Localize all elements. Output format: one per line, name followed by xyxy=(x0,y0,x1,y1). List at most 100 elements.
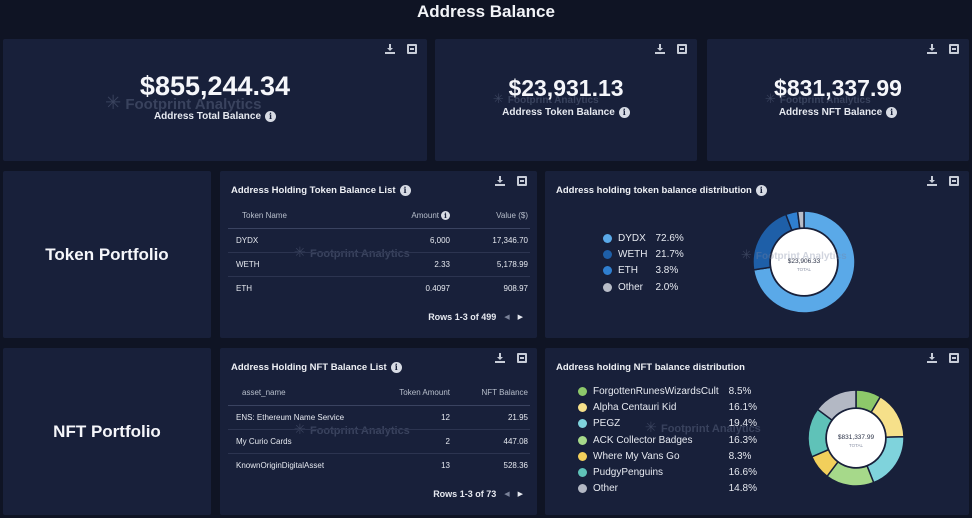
download-icon[interactable] xyxy=(927,353,937,363)
previous-page-icon[interactable]: ◀ xyxy=(504,314,510,321)
info-icon[interactable]: i xyxy=(399,185,411,196)
value-cell: 17,346.70 xyxy=(450,228,530,253)
table-row[interactable]: ENS: Ethereum Name Service 12 21.95 xyxy=(228,405,530,430)
legend-label: Other xyxy=(618,281,644,293)
kpi-nft-value: $831,337.99 xyxy=(774,75,902,101)
nft-table-title: Address Holding NFT Balance List i xyxy=(231,362,402,373)
legend-swatch xyxy=(578,484,587,494)
download-icon[interactable] xyxy=(495,353,505,363)
download-icon[interactable] xyxy=(927,176,937,186)
nft-distribution-donut: $831,337.99 TOTAL xyxy=(807,389,905,487)
column-header-amount[interactable]: Amount i xyxy=(378,203,450,229)
token-amount-cell: 13 xyxy=(441,460,450,470)
legend-item[interactable]: PEGZ 19.4% xyxy=(578,416,757,432)
legend-item[interactable]: Alpha Centauri Kid 16.1% xyxy=(578,399,757,415)
legend-item[interactable]: Other 14.8% xyxy=(578,481,757,497)
token-table-card: Address Holding Token Balance List i ✳ Foo… xyxy=(220,171,537,338)
next-page-icon[interactable]: ▶ xyxy=(517,314,523,321)
embed-icon[interactable] xyxy=(949,353,959,363)
kpi-nft-card: ✳ Footprint Analytics $831,337.99 Address… xyxy=(707,39,969,161)
donut-slice-other[interactable] xyxy=(816,389,857,422)
legend-item[interactable]: Where My Vans Go 8.3% xyxy=(578,448,757,464)
legend-value: 8.3% xyxy=(728,450,752,462)
legend-label: PudgyPenguins xyxy=(593,467,664,479)
column-header-token-name[interactable]: Token Name xyxy=(228,203,378,229)
legend-swatch xyxy=(603,282,612,292)
legend-swatch xyxy=(603,249,612,259)
nft-table-card: Address Holding NFT Balance List i ✳ Footp… xyxy=(220,348,537,515)
info-icon[interactable]: i xyxy=(441,210,450,220)
token-name-cell: DYDX xyxy=(228,228,378,253)
info-icon[interactable]: i xyxy=(265,111,277,122)
embed-icon[interactable] xyxy=(677,44,687,54)
table-row[interactable]: WETH 2.33 5,178.99 xyxy=(228,252,530,277)
donut-slice-other[interactable] xyxy=(796,210,805,230)
legend-swatch xyxy=(603,266,612,276)
embed-icon[interactable] xyxy=(517,353,527,363)
embed-icon[interactable] xyxy=(949,176,959,186)
legend-item[interactable]: DYDX 72.6% xyxy=(603,230,684,246)
token-amount-cell: 12 xyxy=(378,405,450,430)
legend-swatch xyxy=(578,435,587,445)
column-header-asset-name[interactable]: asset_name xyxy=(228,380,378,406)
legend-swatch xyxy=(578,451,587,461)
kpi-token-label: Address Token Balance i xyxy=(435,107,697,118)
legend-value: 8.5% xyxy=(728,385,752,397)
legend-value: 16.3% xyxy=(728,434,757,446)
donut-center-value: $23,906.33 xyxy=(788,258,821,265)
info-icon[interactable]: i xyxy=(618,107,630,118)
legend-swatch xyxy=(578,419,587,429)
column-header-value[interactable]: Value ($) xyxy=(450,203,530,229)
info-icon[interactable]: i xyxy=(390,362,402,373)
card-toolbar xyxy=(655,44,687,54)
donut-slice-dydx[interactable] xyxy=(752,210,856,314)
previous-page-icon[interactable]: ◀ xyxy=(504,491,510,498)
legend-item[interactable]: ETH 3.8% xyxy=(603,263,684,279)
token-portfolio-title: Token Portfolio xyxy=(45,245,169,264)
legend-item[interactable]: ForgottenRunesWizardsCult 8.5% xyxy=(578,383,757,399)
legend-swatch xyxy=(578,468,587,478)
legend-value: 2.0% xyxy=(655,281,679,293)
table-row[interactable]: KnownOriginDigitalAsset 13 528.36 xyxy=(228,453,530,477)
legend-swatch xyxy=(578,386,587,396)
amount-cell: 6,000 xyxy=(378,228,450,253)
info-icon[interactable]: i xyxy=(755,185,767,196)
kpi-token-card: ✳ Footprint Analytics $23,931.13 Address … xyxy=(435,39,697,161)
token-distribution-legend: DYDX 72.6% WETH 21.7% ETH 3.8% Other 2.0% xyxy=(603,230,684,295)
legend-item[interactable]: ACK Collector Badges 16.3% xyxy=(578,432,757,448)
nft-distribution-title: Address holding NFT balance distribution xyxy=(556,362,745,373)
column-header-token-amount[interactable]: Token Amount xyxy=(378,380,450,406)
pager-label: Rows 1-3 of 73 xyxy=(433,489,497,499)
download-icon[interactable] xyxy=(927,44,937,54)
download-icon[interactable] xyxy=(655,44,665,54)
download-icon[interactable] xyxy=(495,176,505,186)
embed-icon[interactable] xyxy=(949,44,959,54)
kpi-total-value: $855,244.34 xyxy=(139,71,291,101)
amount-cell: 2.33 xyxy=(378,252,450,277)
next-page-icon[interactable]: ▶ xyxy=(517,491,523,498)
nft-balance-cell: 528.36 xyxy=(503,460,528,470)
legend-item[interactable]: Other 2.0% xyxy=(603,279,684,295)
embed-icon[interactable] xyxy=(407,44,417,54)
nft-distribution-card: Address holding NFT balance distribution… xyxy=(545,348,969,515)
info-icon[interactable]: i xyxy=(886,107,898,118)
download-icon[interactable] xyxy=(385,44,395,54)
card-toolbar xyxy=(385,44,417,54)
legend-item[interactable]: PudgyPenguins 16.6% xyxy=(578,464,757,480)
table-row[interactable]: ETH 0.4097 908.97 xyxy=(228,276,530,300)
token-distribution-donut: $23,906.33 TOTAL xyxy=(752,210,856,314)
legend-item[interactable]: WETH 21.7% xyxy=(603,246,684,262)
table-header-row: asset_name Token Amount NFT Balance xyxy=(228,380,530,406)
kpi-token-value: $23,931.13 xyxy=(508,75,624,101)
legend-label: ETH xyxy=(618,265,638,277)
legend-value: 72.6% xyxy=(655,232,684,244)
legend-value: 16.6% xyxy=(728,467,757,479)
value-cell: 5,178.99 xyxy=(450,252,530,277)
embed-icon[interactable] xyxy=(517,176,527,186)
column-header-nft-balance[interactable]: NFT Balance xyxy=(450,380,530,406)
table-row[interactable]: DYDX 6,000 17,346.70 xyxy=(228,228,530,253)
table-row[interactable]: My Curio Cards 2 447.08 xyxy=(228,429,530,454)
asset-name-cell: KnownOriginDigitalAsset xyxy=(236,460,325,470)
legend-value: 21.7% xyxy=(655,248,684,260)
nft-portfolio-card: NFT Portfolio xyxy=(3,348,211,515)
